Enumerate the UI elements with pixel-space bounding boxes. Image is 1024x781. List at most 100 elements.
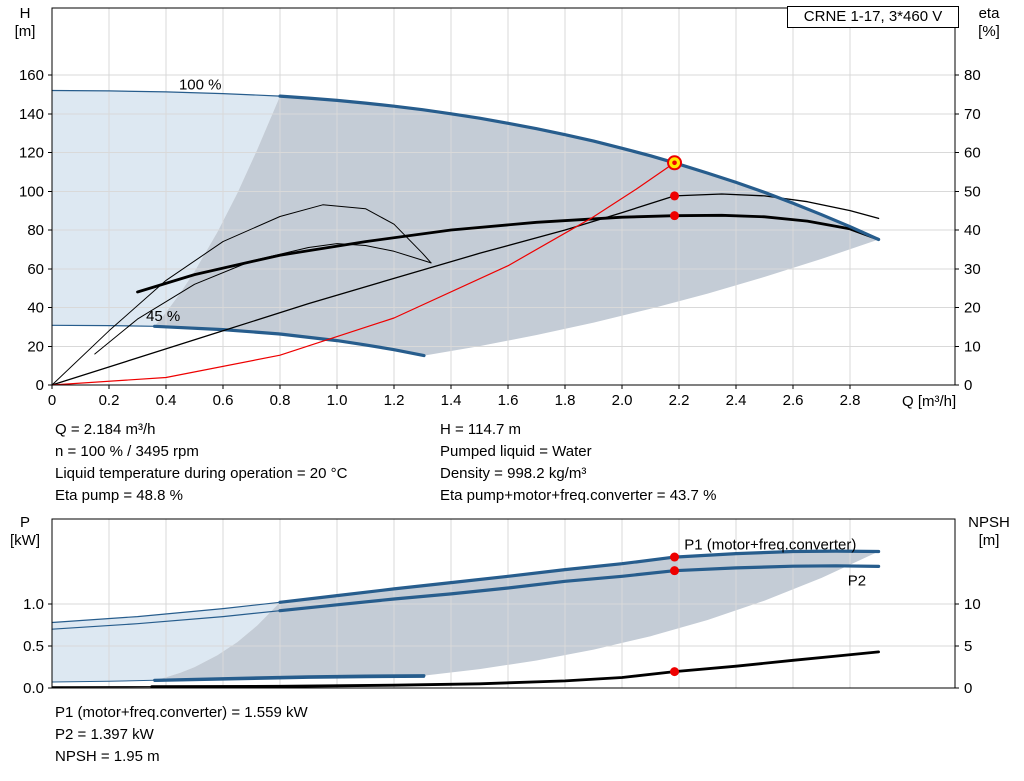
h-axis-symbol: H: [19, 5, 31, 22]
y-right-tick-label: 50: [964, 183, 981, 200]
x-tick-label: 0.2: [99, 392, 120, 409]
pump-curve-45-thin: [51, 324, 156, 327]
y-left-tick-label: 0.5: [23, 638, 44, 655]
npsh-curve: [150, 650, 880, 689]
x-tick-label: 1.0: [327, 392, 348, 409]
eta-axis-symbol: eta: [978, 5, 1000, 22]
pump-curve-100: [278, 94, 881, 242]
h-axis-label: H [m]: [4, 5, 46, 41]
info-pumped-liquid: Pumped liquid = Water: [440, 443, 592, 460]
x-tick-label: 2.6: [783, 392, 804, 409]
system-curve: [51, 162, 676, 386]
p-axis-symbol: P: [19, 514, 30, 531]
info-eta-pump: Eta pump = 48.8 %: [55, 487, 183, 504]
info-flow: Q = 2.184 m³/h: [55, 421, 156, 438]
y-left-tick-label: 20: [27, 338, 44, 355]
x-tick-label: 1.8: [555, 392, 576, 409]
power-envelope: [154, 551, 879, 681]
duty-point-eta-pump[interactable]: [670, 191, 680, 201]
pump-curve-45: [153, 324, 426, 358]
eta-total-curve-45: [94, 243, 432, 355]
eta-total-curve-100: [136, 213, 880, 294]
label-speed-45: 45 %: [146, 308, 180, 325]
y-left-tick-label: 160: [19, 67, 44, 84]
y-left-tick-label: 1.0: [23, 596, 44, 613]
q-axis-label: Q [m³/h]: [902, 393, 957, 410]
info-p2: P2 = 1.397 kW: [55, 726, 154, 743]
operating-envelope: [154, 96, 879, 356]
x-tick-label: 1.2: [384, 392, 405, 409]
y-right-tick-label: 0: [964, 680, 972, 697]
y-left-tick-label: 0.0: [23, 680, 44, 697]
label-p2: P2: [848, 573, 866, 590]
power-npsh-chart-border: [51, 518, 956, 689]
x-tick-label: 0.8: [270, 392, 291, 409]
x-tick-label: 1.4: [441, 392, 462, 409]
duty-point-npsh[interactable]: [670, 667, 680, 677]
y-right-tick-label: 5: [964, 638, 972, 655]
p2-curve-100-thin: [51, 610, 281, 630]
npsh-axis-symbol: NPSH: [968, 514, 1010, 531]
x-tick-label: 0: [48, 392, 56, 409]
h-axis-unit: [m]: [14, 23, 36, 40]
npsh-axis-label: NPSH [m]: [958, 514, 1020, 550]
label-speed-100: 100 %: [179, 77, 222, 94]
y-right-tick-label: 60: [964, 145, 981, 162]
npsh-axis-unit: [m]: [978, 532, 1000, 549]
x-tick-label: 2.8: [840, 392, 861, 409]
duty-info-right: H = 114.7 m Pumped liquid = Water Densit…: [440, 419, 716, 507]
p1-curve-100-thin: [51, 601, 281, 624]
duty-point-p2[interactable]: [670, 566, 680, 576]
eta-pump-curve-45: [51, 204, 432, 386]
power-npsh-chart[interactable]: P1 (motor+freq.converter) P2 0.0 0.5 1.0 0 5 10: [23, 518, 981, 697]
x-tick-label: 0.6: [213, 392, 234, 409]
p-curve-45-thin: [51, 679, 156, 683]
y-left-tick-label: 120: [19, 145, 44, 162]
y-left-tick-label: 40: [27, 300, 44, 317]
duty-point-eta-total[interactable]: [670, 211, 680, 221]
qh-eta-chart[interactable]: 100 % 45 % 0 0.2 0.4 0.6 0.8 1.0 1.2 1.4 1.6 1.8 2.0…: [19, 7, 981, 409]
info-head: H = 114.7 m: [440, 421, 522, 438]
eta-pump-curve-100: [51, 193, 880, 386]
p2-curve-45: [153, 675, 425, 682]
x-tick-label: 2.0: [612, 392, 633, 409]
x-tick-label: 2.2: [669, 392, 690, 409]
y-right-tick-label: 0: [964, 377, 972, 394]
info-density: Density = 998.2 kg/m³: [440, 465, 587, 482]
duty-point-qh-center: [672, 160, 677, 166]
x-tick-label: 1.6: [498, 392, 519, 409]
p-axis-label: P [kW]: [2, 514, 48, 550]
pump-curve-100-thin: [51, 89, 281, 97]
y-right-tick-label: 80: [964, 67, 981, 84]
pump-model-box: CRNE 1-17, 3*460 V: [787, 6, 959, 28]
y-right-tick-label: 70: [964, 106, 981, 123]
eta-axis-label: eta [%]: [964, 5, 1014, 41]
duty-info-power: P1 (motor+freq.converter) = 1.559 kW P2 …: [55, 702, 308, 768]
y-right-tick-label: 30: [964, 261, 981, 278]
y-right-tick-label: 10: [964, 596, 981, 613]
info-npsh: NPSH = 1.95 m: [55, 748, 160, 765]
duty-info-left: Q = 2.184 m³/h n = 100 % / 3495 rpm Liqu…: [55, 419, 347, 507]
y-left-tick-label: 0: [36, 377, 44, 394]
y-left-tick-label: 80: [27, 222, 44, 239]
y-left-tick-label: 60: [27, 261, 44, 278]
label-p1: P1 (motor+freq.converter): [684, 536, 856, 553]
x-tick-label: 2.4: [726, 392, 747, 409]
eta-axis-unit: [%]: [978, 23, 1000, 40]
info-eta-total: Eta pump+motor+freq.converter = 43.7 %: [440, 487, 717, 504]
y-left-tick-label: 140: [19, 106, 44, 123]
info-p1: P1 (motor+freq.converter) = 1.559 kW: [55, 704, 308, 721]
x-tick-label: 0.4: [156, 392, 177, 409]
duty-point-p1[interactable]: [670, 552, 680, 562]
y-right-tick-label: 40: [964, 222, 981, 239]
p-axis-unit: [kW]: [10, 532, 40, 549]
y-right-tick-label: 20: [964, 300, 981, 317]
info-speed: n = 100 % / 3495 rpm: [55, 443, 199, 460]
p1-curve-100: [278, 549, 881, 604]
y-right-tick-label: 10: [964, 338, 981, 355]
p2-curve-100: [278, 564, 881, 613]
y-left-tick-label: 100: [19, 183, 44, 200]
info-liquid-temperature: Liquid temperature during operation = 20…: [55, 465, 348, 482]
